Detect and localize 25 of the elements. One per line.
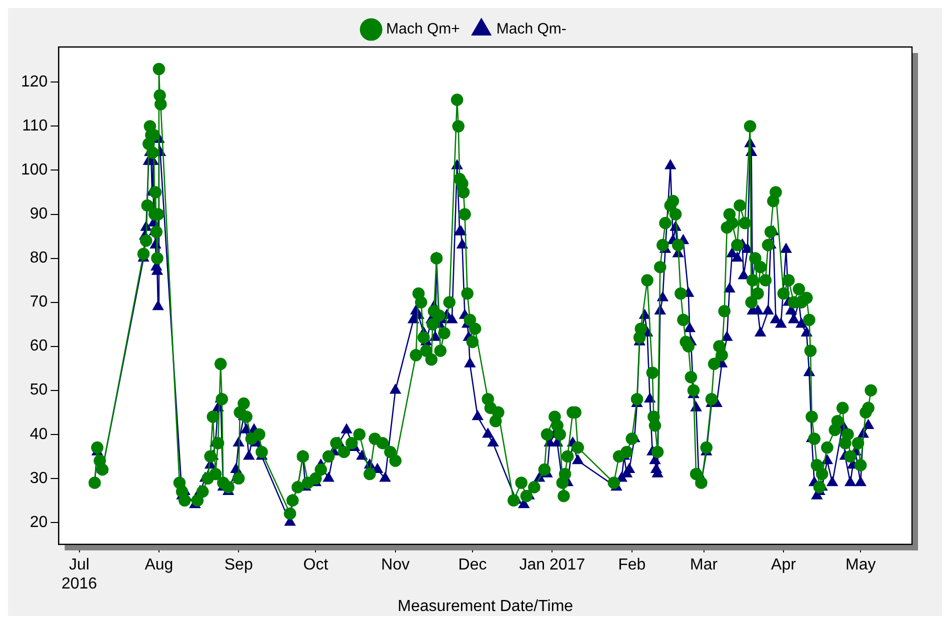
y-tick-label: 40 — [30, 426, 48, 443]
x-tick-label: Aug — [144, 556, 174, 574]
x-axis-title: Measurement Date/Time — [398, 598, 574, 615]
y-tick-label: 100 — [20, 162, 48, 179]
x-tick-label: Dec — [458, 556, 487, 574]
x-tick-label: May — [845, 556, 876, 574]
x-tick-label: Oct — [303, 556, 329, 574]
x-tick-label: Mar — [690, 556, 718, 574]
x-tick-label: Sep — [224, 556, 253, 574]
y-tick-label: 20 — [30, 514, 48, 531]
legend-label: Mach Qm+ — [386, 20, 460, 38]
y-tick-label: 70 — [30, 294, 48, 311]
x-tick-label: Jan 2017 — [519, 556, 586, 574]
x-tick-label: Apr — [771, 556, 797, 574]
x-tick-label: Feb — [618, 556, 646, 574]
y-tick-label: 60 — [30, 338, 48, 355]
y-tick-label: 80 — [30, 250, 48, 267]
y-tick-label: 90 — [30, 206, 48, 223]
y-tick-label: 50 — [30, 382, 48, 399]
x-tick-label: Nov — [381, 556, 410, 574]
y-tick-label: 30 — [30, 470, 48, 487]
y-tick-label: 120 — [20, 74, 48, 91]
x-tick-label: Jul 2016 — [61, 556, 98, 593]
legend-label: Mach Qm- — [496, 20, 566, 38]
y-tick-label: 110 — [22, 118, 48, 135]
